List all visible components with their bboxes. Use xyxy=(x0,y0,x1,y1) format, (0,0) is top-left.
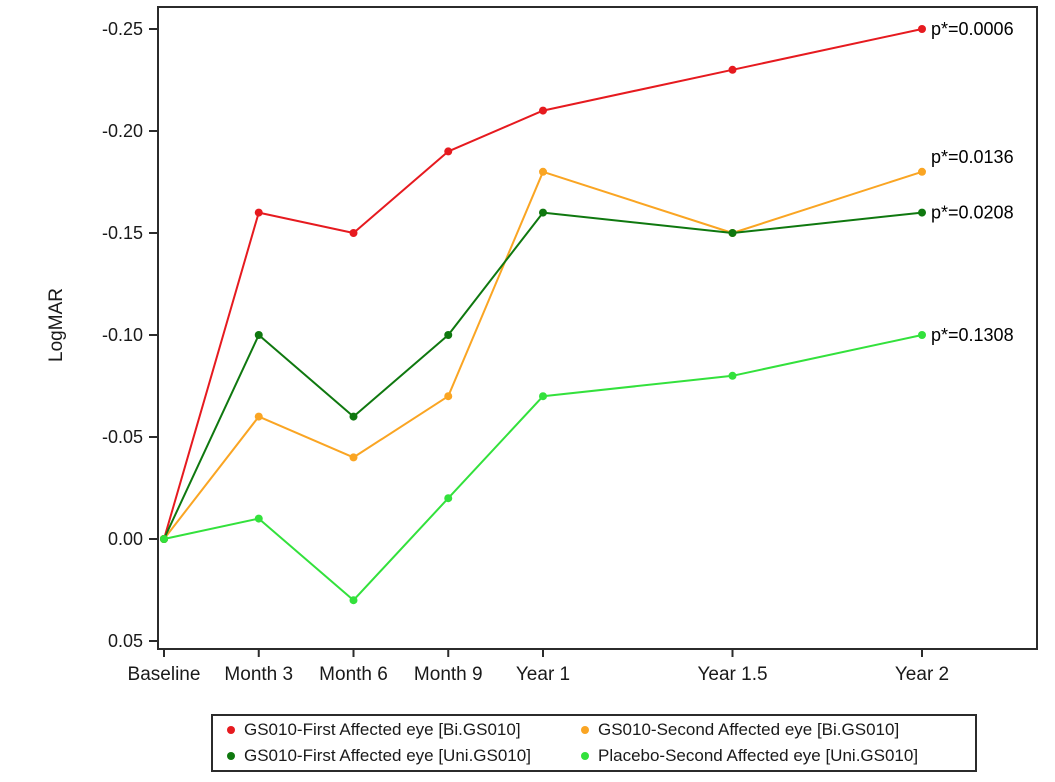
data-point xyxy=(444,147,453,156)
data-point xyxy=(728,65,737,74)
data-point xyxy=(728,371,737,380)
legend-item: GS010-Second Affected eye [Bi.GS010] xyxy=(581,720,975,740)
legend-label: Placebo-Second Affected eye [Uni.GS010] xyxy=(598,745,919,765)
y-axis-tick-label: -0.15 xyxy=(102,223,143,243)
data-point xyxy=(539,106,547,115)
x-axis-tick-label: Baseline xyxy=(128,664,201,685)
plot-area: -0.25 -0.20 -0.15 -0.10 -0.05 0.00 0.05 Baselin… xyxy=(102,6,1038,685)
data-point xyxy=(444,494,453,503)
data-point xyxy=(444,392,453,401)
data-point xyxy=(918,25,926,33)
legend-marker-dot xyxy=(581,752,589,761)
series-line-0 xyxy=(163,28,923,540)
series-line-1 xyxy=(163,170,923,540)
p-value-label: p*=0.1308 xyxy=(931,325,1014,345)
y-axis-tick-label: 0.05 xyxy=(108,631,143,651)
y-axis-title: LogMAR xyxy=(46,288,67,362)
x-axis-tick-label: Month 6 xyxy=(319,664,388,685)
data-point xyxy=(349,412,358,421)
data-point xyxy=(254,331,263,339)
data-point xyxy=(254,412,263,421)
p-value-label: p*=0.0136 xyxy=(931,147,1014,167)
legend-marker-dot xyxy=(227,725,235,734)
data-point xyxy=(539,392,547,401)
logmar-line-chart: LogMAR -0.25 -0.20 -0.15 -0.10 -0.05 0.00 0.05… xyxy=(46,6,1038,685)
chart-legend: GS010-First Affected eye [Bi.GS010] GS010… xyxy=(211,714,977,772)
p-value-label: p*=0.0208 xyxy=(931,203,1014,223)
y-axis-tick-label: 0.00 xyxy=(108,529,143,549)
data-point xyxy=(444,331,453,339)
data-point xyxy=(349,596,358,605)
legend-marker-dot xyxy=(581,725,589,734)
data-point xyxy=(918,331,926,339)
legend-item: GS010-First Affected eye [Bi.GS010] xyxy=(227,720,581,740)
series-line-2 xyxy=(163,211,923,540)
x-axis-tick-label: Year 1 xyxy=(516,664,570,685)
legend-label: GS010-First Affected eye [Bi.GS010] xyxy=(244,719,521,739)
p-value-label: p*=0.0006 xyxy=(931,19,1014,39)
legend-label: GS010-Second Affected eye [Bi.GS010] xyxy=(598,719,900,739)
legend-item: Placebo-Second Affected eye [Uni.GS010] xyxy=(581,746,975,766)
legend-marker-dot xyxy=(227,752,235,761)
y-axis-tick-label: -0.25 xyxy=(102,19,143,39)
data-point xyxy=(918,167,926,176)
y-axis-tick-label: -0.10 xyxy=(102,325,143,345)
plot-frame xyxy=(157,6,1038,650)
data-point xyxy=(918,208,926,217)
legend-item: GS010-First Affected eye [Uni.GS010] xyxy=(227,746,581,766)
data-point xyxy=(728,229,737,237)
x-axis-tick-label: Year 2 xyxy=(895,664,949,685)
x-axis-tick-label: Month 3 xyxy=(224,664,293,685)
x-axis-tick-label: Month 9 xyxy=(414,664,483,685)
data-point xyxy=(254,208,263,217)
data-point xyxy=(349,229,358,237)
series-line-3 xyxy=(163,334,923,602)
data-point xyxy=(254,514,263,523)
y-axis-tick-label: -0.20 xyxy=(102,121,143,141)
data-point xyxy=(539,167,547,176)
data-point xyxy=(160,535,168,543)
legend-label: GS010-First Affected eye [Uni.GS010] xyxy=(244,745,531,765)
y-axis-tick-label: -0.05 xyxy=(102,427,143,447)
data-point xyxy=(349,453,358,462)
x-axis-tick-label: Year 1.5 xyxy=(697,664,767,685)
data-point xyxy=(539,208,547,217)
